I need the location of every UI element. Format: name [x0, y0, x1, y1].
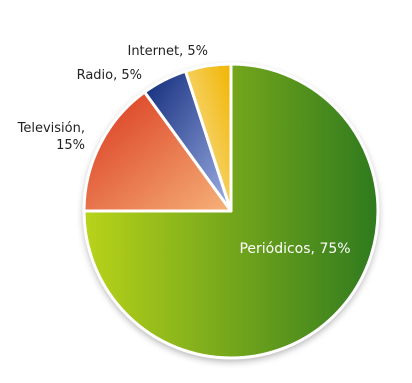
slice-television: [82, 90, 233, 213]
label-radio: Radio, 5%: [77, 68, 142, 83]
pie-labels: Periódicos, 75% Televisión, 15% Radio, 5% In…: [17, 44, 351, 257]
slice-internet: [184, 62, 233, 213]
label-internet: Internet, 5%: [127, 44, 208, 59]
label-periodicos: Periódicos, 75%: [239, 241, 350, 257]
pie-slices: [82, 62, 380, 360]
label-television: Televisión, 15%: [17, 121, 85, 153]
